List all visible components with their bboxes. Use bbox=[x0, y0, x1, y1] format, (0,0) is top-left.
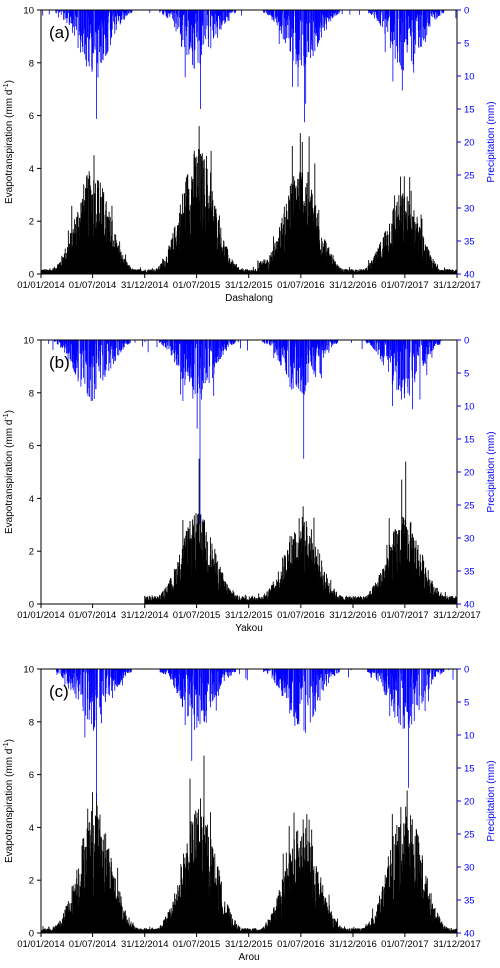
x-tick-label: 31/12/2016 bbox=[329, 610, 377, 621]
left-tick-label: 0 bbox=[29, 270, 34, 281]
y-axis-right-title: Precipitation (mm) bbox=[486, 431, 497, 512]
y-axis-left-title: Evapotranspiration (mm d-1) bbox=[3, 80, 15, 204]
left-tick-label: 6 bbox=[29, 111, 34, 122]
right-tick-label: 25 bbox=[464, 501, 475, 512]
right-tick-label: 20 bbox=[464, 468, 475, 479]
right-tick-label: 40 bbox=[464, 270, 475, 281]
left-tick-label: 2 bbox=[29, 217, 34, 228]
right-tick-label: 15 bbox=[464, 105, 475, 116]
x-tick-label: 31/12/2014 bbox=[121, 610, 169, 621]
y-axis-right-title: Precipitation (mm) bbox=[486, 101, 497, 182]
panel-1: 0 2 4 6 8 10 0 5 10 15 20 25 30 35 40 01/01/2014 01/07/2… bbox=[3, 6, 497, 305]
et-series bbox=[40, 126, 458, 274]
right-tick-label: 35 bbox=[464, 237, 475, 248]
x-tick-label: 31/12/2015 bbox=[225, 280, 273, 291]
left-tick-label: 4 bbox=[29, 164, 34, 175]
x-tick-label: 01/07/2014 bbox=[69, 610, 117, 621]
x-tick-label: 31/12/2014 bbox=[121, 280, 169, 291]
left-tick-label: 10 bbox=[23, 6, 34, 17]
x-tick-label: 01/01/2014 bbox=[17, 610, 65, 621]
left-tick-label: 10 bbox=[23, 336, 34, 347]
x-tick-label: 01/07/2014 bbox=[69, 280, 117, 291]
precip-series bbox=[48, 340, 443, 525]
left-tick-label: 6 bbox=[29, 441, 34, 452]
et-series bbox=[144, 458, 458, 604]
right-tick-label: 25 bbox=[464, 171, 475, 182]
x-tick-label: 31/12/2016 bbox=[329, 280, 377, 291]
right-tick-label: 10 bbox=[464, 72, 475, 83]
y-axis-left-title: Evapotranspiration (mm d-1) bbox=[3, 410, 15, 534]
right-tick-label: 20 bbox=[464, 138, 475, 149]
x-tick-label: 01/07/2017 bbox=[381, 280, 429, 291]
y-axis-left-title-end: ) bbox=[4, 80, 15, 83]
left-tick-label: 4 bbox=[29, 494, 34, 505]
right-tick-label: 5 bbox=[464, 369, 469, 380]
x-tick-label: 31/12/2017 bbox=[433, 280, 481, 291]
panel-2: 0 2 4 6 8 10 0 5 10 15 20 25 30 35 40 01/01/2014 01/07/2… bbox=[3, 336, 497, 635]
right-tick-label: 15 bbox=[464, 435, 475, 446]
left-tick-label: 8 bbox=[29, 58, 34, 69]
x-tick-label: 01/07/2016 bbox=[277, 280, 325, 291]
x-tick-label: 31/12/2015 bbox=[225, 610, 273, 621]
et-series bbox=[40, 755, 458, 933]
x-tick-label: 01/01/2014 bbox=[17, 280, 65, 291]
right-tick-label: 0 bbox=[464, 6, 469, 17]
y-axis-left-title-text: Evapotranspiration (mm d bbox=[4, 420, 15, 535]
right-tick-label: 0 bbox=[464, 336, 469, 347]
right-tick-label: 30 bbox=[464, 534, 475, 545]
left-tick-label: 0 bbox=[29, 600, 34, 611]
x-axis-title: Yakou bbox=[235, 623, 263, 634]
x-tick-label: 01/07/2015 bbox=[173, 280, 221, 291]
right-tick-label: 35 bbox=[464, 567, 475, 578]
panel-label: (b) bbox=[49, 353, 70, 372]
x-tick-label: 01/07/2016 bbox=[277, 610, 325, 621]
x-tick-label: 01/07/2017 bbox=[381, 610, 429, 621]
x-tick-label: 01/07/2015 bbox=[173, 610, 221, 621]
right-tick-label: 30 bbox=[464, 204, 475, 215]
left-tick-label: 2 bbox=[29, 547, 34, 558]
y-axis-left-title-text: Evapotranspiration (mm d bbox=[4, 90, 15, 205]
x-axis-title: Dashalong bbox=[225, 293, 273, 304]
x-tick-label: 31/12/2017 bbox=[433, 610, 481, 621]
left-tick-label: 8 bbox=[29, 388, 34, 399]
y-axis-left-title-sup: -1 bbox=[3, 83, 10, 89]
panel-label: (a) bbox=[49, 23, 70, 42]
precip-series bbox=[42, 10, 457, 123]
y-axis-left-title-end: ) bbox=[4, 410, 15, 413]
right-tick-label: 5 bbox=[464, 39, 469, 50]
right-tick-label: 40 bbox=[464, 600, 475, 611]
right-tick-label: 10 bbox=[464, 402, 475, 413]
y-axis-left-title-sup: -1 bbox=[3, 413, 10, 419]
